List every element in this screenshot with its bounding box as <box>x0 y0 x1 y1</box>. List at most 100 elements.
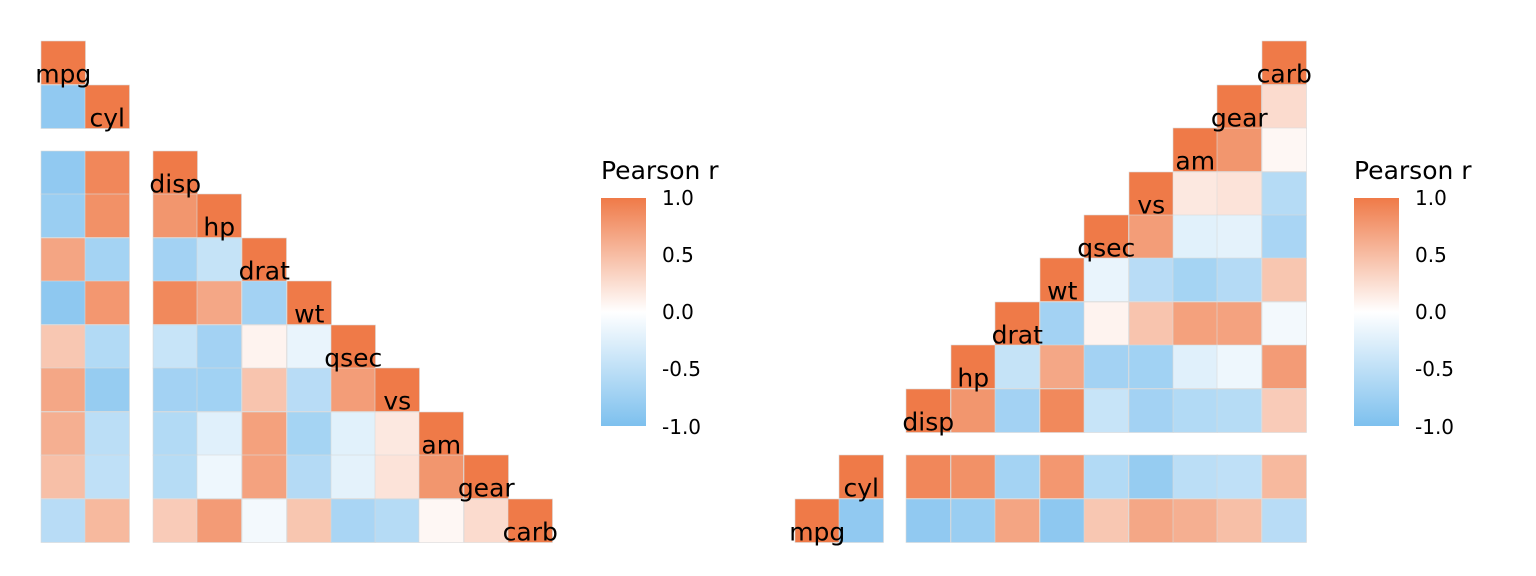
heatmap-cell-am-wt <box>286 411 332 456</box>
heatmap-cell-disp-am <box>1172 388 1218 433</box>
heatmap-cell-vs-wt <box>286 367 332 412</box>
heatmap-cell-vs-hp <box>196 367 242 412</box>
heatmap-cell-qsec-mpg <box>40 324 86 369</box>
legend-colorbar <box>601 198 646 426</box>
heatmap-cell-vs-drat <box>241 367 287 412</box>
heatmap-cell-carb-qsec <box>330 498 376 543</box>
heatmap-cell-qsec-disp <box>152 324 198 369</box>
heatmap-cell-am-mpg <box>40 411 86 456</box>
heatmap-cell-qsec-carb <box>1261 214 1307 259</box>
heatmap-cell-hp-drat <box>994 344 1040 389</box>
heatmap-cell-mpg-mpg <box>40 40 86 85</box>
legend-title: Pearson r <box>1354 156 1472 185</box>
heatmap-cell-hp-disp <box>152 193 198 238</box>
heatmap-cell-hp-qsec <box>1083 344 1129 389</box>
heatmap-cell-mpg-cyl <box>838 498 884 543</box>
heatmap-cell-drat-wt <box>1039 301 1085 346</box>
heatmap-cell-disp-gear <box>1216 388 1262 433</box>
variable-label-gear: gear <box>458 474 516 503</box>
legend-left: Pearson r 1.0 0.5 0.0 -0.5 -1.0 <box>601 156 719 439</box>
variable-label-carb: carb <box>1257 60 1312 89</box>
heatmap-cell-disp-hp <box>950 388 996 433</box>
heatmap-cell-gear-gear <box>1216 84 1262 129</box>
heatmap-cell-hp-vs <box>1128 344 1174 389</box>
heatmap-cell-hp-gear <box>1216 344 1262 389</box>
heatmap-cell-wt-wt <box>286 280 332 325</box>
variable-label-wt: wt <box>294 300 324 329</box>
heatmap-cell-mpg-am <box>1172 498 1218 543</box>
heatmap-cell-vs-disp <box>152 367 198 412</box>
variable-label-cyl: cyl <box>90 104 126 133</box>
legend-tick: 1.0 <box>662 186 694 210</box>
legend-tick: -0.5 <box>1415 357 1454 381</box>
legend-tick: 0.0 <box>1415 300 1447 324</box>
heatmap-cell-mpg-wt <box>1039 498 1085 543</box>
heatmap-cell-qsec-drat <box>241 324 287 369</box>
heatmap-cell-cyl-drat <box>994 454 1040 499</box>
heatmap-cell-disp-drat <box>994 388 1040 433</box>
variable-label-qsec: qsec <box>1077 234 1135 263</box>
heatmap-cell-cyl-qsec <box>1083 454 1129 499</box>
heatmap-cell-gear-drat <box>241 454 287 499</box>
heatmap-cell-hp-hp <box>196 193 242 238</box>
legend-tick: -1.0 <box>1415 415 1454 439</box>
heatmap-cell-disp-disp <box>152 150 198 195</box>
variable-label-disp: disp <box>149 170 201 199</box>
heatmap-cell-wt-wt <box>1039 257 1085 302</box>
heatmap-cell-gear-qsec <box>330 454 376 499</box>
heatmap-cell-gear-cyl <box>84 454 130 499</box>
variable-label-hp: hp <box>957 364 989 393</box>
heatmap-cell-wt-gear <box>1216 257 1262 302</box>
heatmap-cell-hp-carb <box>1261 344 1307 389</box>
legend-tick: -0.5 <box>662 357 701 381</box>
variable-label-gear: gear <box>1211 104 1269 133</box>
heatmap-cell-wt-drat <box>241 280 287 325</box>
heatmap-cell-vs-mpg <box>40 367 86 412</box>
heatmap-cell-gear-am <box>418 454 464 499</box>
heatmap-cell-disp-carb <box>1261 388 1307 433</box>
heatmap-cell-gear-disp <box>152 454 198 499</box>
heatmap-cell-gear-carb <box>1261 84 1307 129</box>
heatmap-cell-gear-wt <box>286 454 332 499</box>
heatmap-cell-cyl-vs <box>1128 454 1174 499</box>
heatmap-cell-wt-qsec <box>1083 257 1129 302</box>
heatmap-cell-hp-cyl <box>84 193 130 238</box>
heatmap-cell-qsec-am <box>1172 214 1218 259</box>
heatmap-cell-carb-am <box>418 498 464 543</box>
heatmap-cell-am-gear <box>1216 127 1262 172</box>
heatmap-cell-am-qsec <box>330 411 376 456</box>
legend-right: Pearson r 1.0 0.5 0.0 -0.5 -1.0 <box>1354 156 1472 439</box>
heatmap-cell-drat-drat <box>994 301 1040 346</box>
heatmap-cell-drat-am <box>1172 301 1218 346</box>
heatmap-cell-mpg-gear <box>1216 498 1262 543</box>
heatmap-cell-drat-disp <box>152 237 198 282</box>
heatmap-cell-drat-drat <box>241 237 287 282</box>
heatmap-cell-wt-carb <box>1261 257 1307 302</box>
heatmap-cell-mpg-drat <box>994 498 1040 543</box>
heatmap-cell-mpg-hp <box>950 498 996 543</box>
heatmap-cell-wt-disp <box>152 280 198 325</box>
heatmap-cell-cyl-wt <box>1039 454 1085 499</box>
heatmap-cell-carb-wt <box>286 498 332 543</box>
heatmap-cell-hp-wt <box>1039 344 1085 389</box>
heatmap-cell-cyl-hp <box>950 454 996 499</box>
heatmap-cell-am-vs <box>374 411 420 456</box>
heatmap-cell-vs-carb <box>1261 171 1307 216</box>
heatmap-cell-am-am <box>418 411 464 456</box>
heatmap-cell-wt-am <box>1172 257 1218 302</box>
heatmap-cell-drat-qsec <box>1083 301 1129 346</box>
legend-title: Pearson r <box>601 156 719 185</box>
heatmap-cell-cyl-cyl <box>84 84 130 129</box>
heatmap-cell-vs-gear <box>1216 171 1262 216</box>
heatmap-cell-gear-vs <box>374 454 420 499</box>
heatmap-cell-carb-vs <box>374 498 420 543</box>
variable-label-mpg: mpg <box>35 60 91 89</box>
heatmap-cell-vs-vs <box>374 367 420 412</box>
heatmap-cell-hp-hp <box>950 344 996 389</box>
heatmap-cell-carb-hp <box>196 498 242 543</box>
variable-label-am: am <box>1175 147 1215 176</box>
heatmap-cell-am-am <box>1172 127 1218 172</box>
heatmap-cell-cyl-cyl <box>838 454 884 499</box>
heatmap-cell-mpg-qsec <box>1083 498 1129 543</box>
